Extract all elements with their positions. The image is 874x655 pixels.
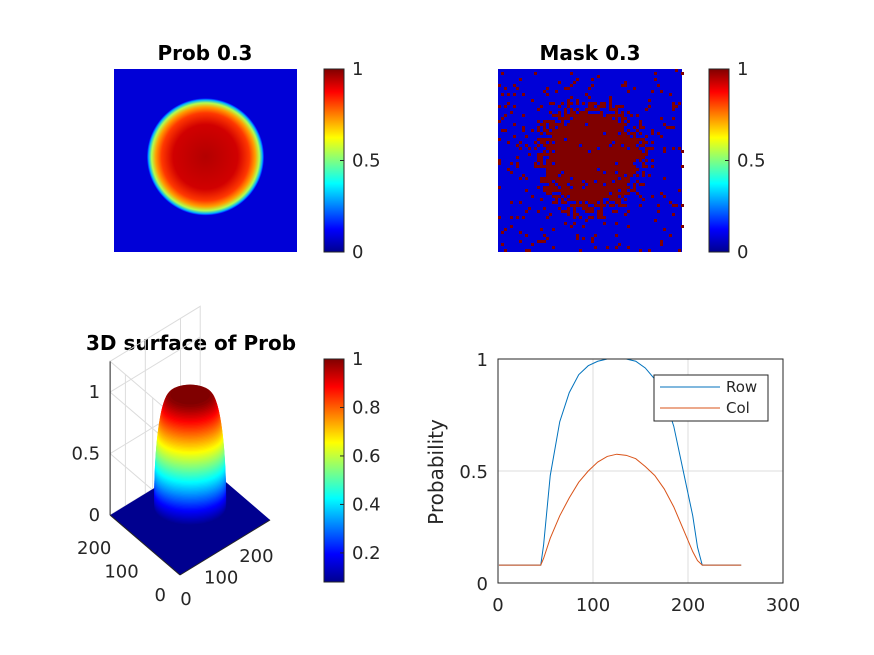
legend-label-row: Row [726, 378, 757, 396]
surface-x-axis [179, 519, 271, 576]
surface-x-tick: 0 [180, 589, 191, 610]
plot-frame [497, 358, 784, 584]
panel1-title: Prob 0.3 [158, 41, 253, 65]
cb1-tick-label: 0 [352, 242, 363, 263]
prob-disk [146, 98, 265, 216]
plot-x-tick: 100 [576, 595, 610, 616]
cb2-tick-label: 0.5 [737, 151, 766, 172]
panel2-colorbar: 00.51 [708, 59, 766, 263]
surface-y-axis [109, 514, 181, 576]
surface-z-tick: 0 [89, 505, 100, 526]
plot-x-tick: 0 [492, 595, 503, 616]
surface-y-tick: 0 [155, 585, 166, 606]
surface-x-tick: 100 [204, 568, 238, 589]
cb3-tick-label: 0.8 [352, 397, 381, 418]
cb1-tick-label: 0.5 [352, 151, 381, 172]
surface-y-tick: 100 [104, 562, 138, 583]
panel3-colorbar: 1 0.8 0.6 0.4 0.2 [323, 349, 381, 583]
cb3-bar [323, 358, 345, 583]
panel4-ylabel: Probability [424, 419, 448, 525]
plot-x-tick: 200 [671, 595, 705, 616]
surface-x-tick: 200 [239, 546, 273, 567]
cb2-tick-label: 1 [737, 59, 748, 80]
cb3-tick-label: 0.4 [352, 494, 381, 515]
plot-x-tick: 300 [766, 595, 800, 616]
panel2-title: Mask 0.3 [540, 41, 641, 65]
surface-z-tick: 0.5 [71, 444, 100, 465]
cb1-tick-label: 1 [352, 59, 363, 80]
surface-y-tick: 200 [77, 538, 111, 559]
panel2-heatmap [498, 69, 684, 252]
plot-y-tick: 0.5 [459, 462, 488, 483]
legend-box [653, 374, 769, 422]
cb3-tick-label: 0.2 [352, 543, 381, 564]
cb2-tick-label: 0 [737, 242, 748, 263]
panel1-heatmap [114, 69, 297, 252]
surface-z-tick: 1 [89, 382, 100, 403]
cb3-tick-label: 0.6 [352, 446, 381, 467]
panel4-lineplot: 0 100 200 300 0 0.5 1 Row Col [459, 350, 800, 616]
plot-y-tick: 1 [477, 350, 488, 371]
surface-slice [170, 384, 210, 405]
series-col [498, 453, 742, 566]
plot-y-tick: 0 [477, 574, 488, 595]
mask-foreground [498, 69, 684, 252]
cb3-tick-label: 1 [352, 349, 363, 370]
legend-label-col: Col [726, 399, 750, 417]
panel1-colorbar: 00.51 [323, 59, 381, 263]
